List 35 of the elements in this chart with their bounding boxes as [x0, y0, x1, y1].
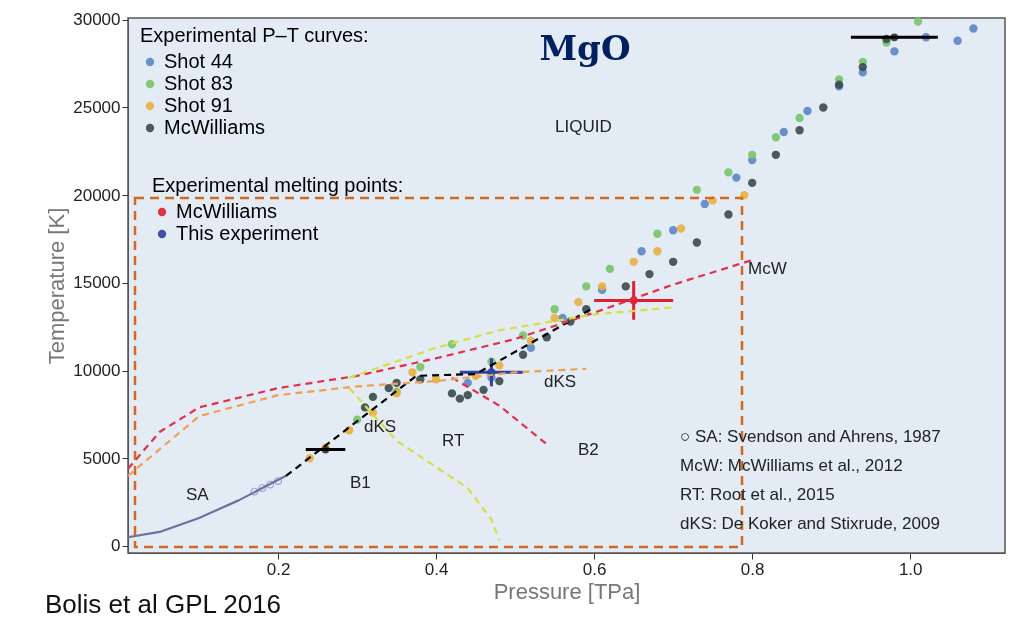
annotation: B2 — [578, 440, 599, 459]
annotation: McW — [748, 259, 787, 278]
y-tick-label: 25000 — [73, 97, 121, 117]
x-tick-label: 0.2 — [266, 559, 291, 579]
y-tick-label: 10000 — [73, 361, 121, 381]
annotation: McW: McWilliams et al., 2012 — [680, 456, 903, 475]
x-tick-label: 0.6 — [582, 559, 607, 579]
legend-label: McWilliams — [164, 116, 266, 138]
text: Bolis et al GPL 2016 — [45, 589, 282, 619]
y-tick-label: 15000 — [73, 273, 121, 293]
y-tick-label: 5000 — [82, 448, 121, 468]
legend-label: This experiment — [176, 222, 319, 244]
annotation: dKS: De Koker and Stixrude, 2009 — [680, 514, 940, 533]
legend-label: Shot 91 — [164, 94, 233, 116]
annotation: ○ SA: Svendson and Ahrens, 1987 — [680, 427, 941, 446]
x-tick-label: 1.0 — [898, 559, 923, 579]
x-tick-label: 0.8 — [740, 559, 765, 579]
text: Experimental melting points: — [152, 174, 404, 196]
y-tick-label: 0 — [111, 536, 121, 556]
annotation: dKS — [544, 372, 577, 391]
annotation: RT — [442, 431, 465, 450]
legend-label: Shot 83 — [164, 72, 233, 94]
x-tick-label: 0.4 — [424, 559, 449, 579]
text: Experimental P–T curves: — [140, 24, 369, 46]
y-tick-label: 20000 — [73, 185, 121, 205]
x-axis-title: Pressure [TPa] — [493, 578, 641, 604]
chart-title: MgO — [539, 28, 631, 68]
annotation: SA — [186, 485, 210, 504]
legend-label: McWilliams — [176, 200, 278, 222]
annotation: LIQUID — [555, 117, 612, 136]
annotation: B1 — [350, 473, 371, 492]
legend-label: Shot 44 — [164, 50, 233, 72]
y-tick-label: 30000 — [73, 10, 121, 30]
y-axis-title: Temperature [K] — [44, 207, 70, 365]
annotation: dKS — [364, 417, 397, 436]
